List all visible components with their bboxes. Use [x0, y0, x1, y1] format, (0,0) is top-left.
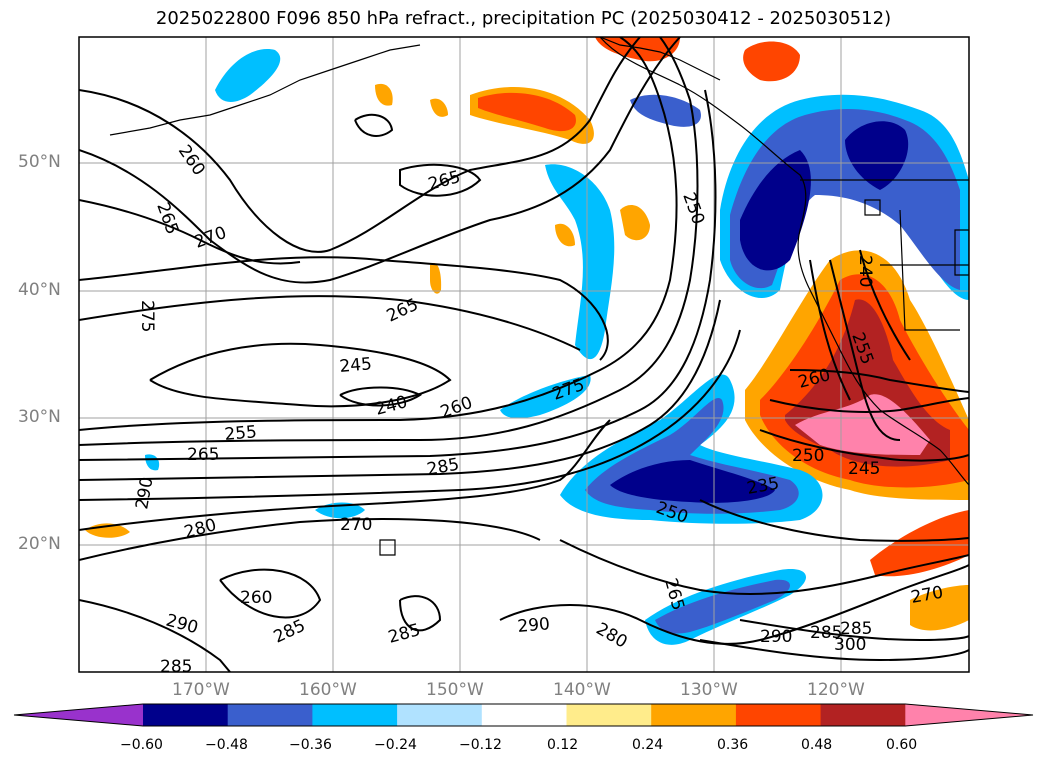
negative-region: [630, 94, 701, 127]
contour-label: 265: [187, 445, 219, 465]
shading-layer: [85, 37, 969, 645]
positive-region: [430, 262, 442, 294]
colorbar-tick: 0.60: [886, 737, 918, 753]
colorbar-swatch: [651, 704, 737, 726]
colorbar-tick: −0.24: [374, 737, 417, 753]
colorbar-outline: [13, 703, 1034, 727]
positive-region: [430, 98, 448, 117]
positive-region: [910, 585, 969, 631]
contour-label: 285: [386, 620, 423, 648]
negative-region: [545, 164, 615, 360]
colorbar-swatch: [820, 704, 906, 726]
lat-label-50n: 50°N: [18, 152, 61, 172]
lon-label-160w: 160°W: [299, 680, 357, 700]
contour-label: 280: [182, 515, 219, 543]
negative-region: [145, 454, 160, 471]
contour-label: 250: [678, 190, 708, 227]
contour-label: 240: [855, 255, 875, 287]
colorbar: [13, 703, 1034, 727]
map-title: 2025022800 F096 850 hPa refract., precip…: [155, 8, 892, 29]
contour-label: 275: [137, 300, 157, 332]
positive-region: [555, 223, 575, 247]
colorbar-tick: 0.48: [801, 737, 833, 753]
contour-label: 285: [160, 657, 192, 677]
contour-label: 270: [340, 515, 372, 535]
contour-label: 260: [174, 141, 209, 179]
contour-label: 290: [517, 614, 551, 637]
lon-label-140w: 140°W: [553, 680, 611, 700]
colorbar-swatch: [735, 704, 822, 726]
colorbar-swatch: [481, 704, 567, 726]
colorbar-tick: 0.12: [547, 737, 579, 753]
positive-region: [620, 205, 650, 241]
contour-label: 285: [425, 455, 460, 480]
colorbar-extend-max: [905, 704, 1033, 726]
negative-region: [845, 121, 909, 190]
contour-label: 280: [593, 619, 631, 653]
contour-label: 290: [132, 475, 157, 510]
lat-label-40n: 40°N: [18, 280, 61, 300]
positive-region: [743, 41, 800, 82]
contour-label: 245: [339, 354, 373, 377]
lon-label-150w: 150°W: [426, 680, 484, 700]
lat-label-20n: 20°N: [18, 534, 61, 554]
colorbar-swatch: [227, 704, 313, 726]
coastline-layer: [109, 37, 969, 556]
colorbar-swatch: [397, 704, 483, 726]
lon-label-120w: 120°W: [807, 680, 865, 700]
contour-label: 260: [240, 588, 272, 608]
contour-label: 285: [271, 616, 309, 648]
colorbar-tick: −0.36: [289, 737, 332, 753]
contour-label: 290: [760, 627, 792, 647]
contour-label: 265: [152, 200, 182, 237]
contour-label: 240: [373, 392, 410, 420]
colorbar-extend-min: [14, 704, 143, 726]
contour-label: 255: [224, 422, 258, 445]
lat-label-30n: 30°N: [18, 407, 61, 427]
contour-label: 300: [834, 635, 866, 655]
colorbar-tick: −0.60: [120, 737, 163, 753]
positive-region: [478, 92, 576, 132]
negative-region: [215, 49, 281, 102]
contour-label: 285: [810, 623, 842, 643]
contour-layer: [79, 37, 969, 672]
contour-label: 250: [792, 446, 824, 466]
map-frame: [78, 36, 970, 673]
positive-region: [375, 83, 393, 106]
lon-label-130w: 130°W: [680, 680, 738, 700]
colorbar-tick: 0.36: [717, 737, 749, 753]
lon-label-170w: 170°W: [172, 680, 230, 700]
colorbar-swatch: [566, 704, 652, 726]
contour-label: 290: [164, 611, 201, 639]
colorbar-swatch: [143, 704, 229, 726]
colorbar-swatch: [312, 704, 398, 726]
colorbar-tick: −0.12: [459, 737, 502, 753]
contour-label: 265: [426, 167, 463, 195]
contour-label: 265: [660, 576, 688, 613]
contour-label: 275: [550, 375, 587, 405]
colorbar-tick: 0.24: [632, 737, 664, 753]
graticule: [79, 37, 969, 672]
contour-label: 285: [840, 619, 872, 639]
contour-label: 245: [848, 459, 880, 479]
negative-region: [740, 150, 811, 271]
negative-region: [610, 460, 775, 503]
colorbar-tick: −0.48: [205, 737, 248, 753]
